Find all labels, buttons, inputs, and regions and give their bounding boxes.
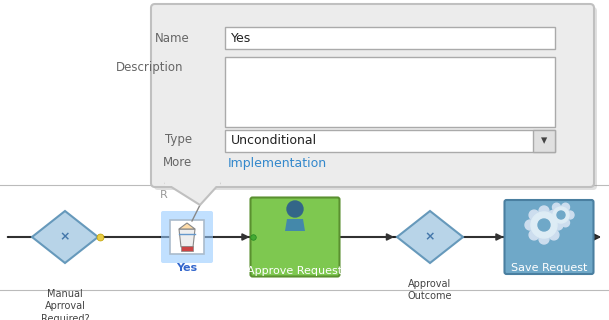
Polygon shape — [179, 223, 195, 229]
Polygon shape — [285, 219, 305, 231]
Circle shape — [529, 210, 539, 220]
FancyBboxPatch shape — [165, 181, 220, 186]
Circle shape — [538, 219, 550, 231]
Text: Approve Request: Approve Request — [247, 266, 342, 276]
Circle shape — [552, 203, 560, 211]
Circle shape — [539, 206, 549, 216]
Text: Yes: Yes — [231, 31, 252, 44]
Circle shape — [553, 207, 569, 223]
FancyBboxPatch shape — [161, 211, 213, 263]
Text: ×: × — [424, 230, 435, 244]
Circle shape — [549, 230, 559, 240]
FancyBboxPatch shape — [154, 7, 597, 190]
Circle shape — [287, 201, 303, 217]
Polygon shape — [179, 229, 195, 247]
Text: Manual
Aprroval
Required?: Manual Aprroval Required? — [41, 289, 90, 320]
Text: R: R — [160, 190, 167, 200]
Circle shape — [525, 220, 535, 230]
Text: ×: × — [60, 230, 70, 244]
Circle shape — [553, 220, 563, 230]
FancyBboxPatch shape — [533, 130, 555, 152]
Circle shape — [552, 219, 560, 227]
FancyBboxPatch shape — [225, 130, 555, 152]
Circle shape — [566, 211, 574, 219]
FancyBboxPatch shape — [181, 246, 193, 251]
Circle shape — [539, 234, 549, 244]
Text: More: More — [163, 156, 192, 170]
Circle shape — [531, 212, 557, 238]
Text: Unconditional: Unconditional — [231, 134, 317, 148]
FancyBboxPatch shape — [250, 197, 339, 276]
FancyBboxPatch shape — [170, 220, 204, 254]
FancyBboxPatch shape — [504, 200, 594, 274]
Polygon shape — [397, 211, 463, 263]
Circle shape — [548, 211, 556, 219]
Text: Name: Name — [155, 31, 190, 44]
Circle shape — [561, 219, 569, 227]
Circle shape — [557, 211, 565, 219]
Text: Description: Description — [116, 61, 183, 75]
Text: Type: Type — [165, 133, 192, 147]
FancyBboxPatch shape — [225, 57, 555, 127]
Circle shape — [529, 230, 539, 240]
Circle shape — [549, 210, 559, 220]
Text: Implementation: Implementation — [228, 156, 327, 170]
Text: Save Request: Save Request — [511, 263, 587, 273]
Text: ▾: ▾ — [541, 134, 547, 148]
Circle shape — [561, 203, 569, 211]
Text: Approval
Outcome: Approval Outcome — [408, 279, 452, 301]
FancyBboxPatch shape — [225, 27, 555, 49]
Polygon shape — [32, 211, 98, 263]
FancyBboxPatch shape — [151, 4, 594, 187]
Text: Yes: Yes — [177, 263, 197, 273]
Polygon shape — [165, 183, 220, 205]
